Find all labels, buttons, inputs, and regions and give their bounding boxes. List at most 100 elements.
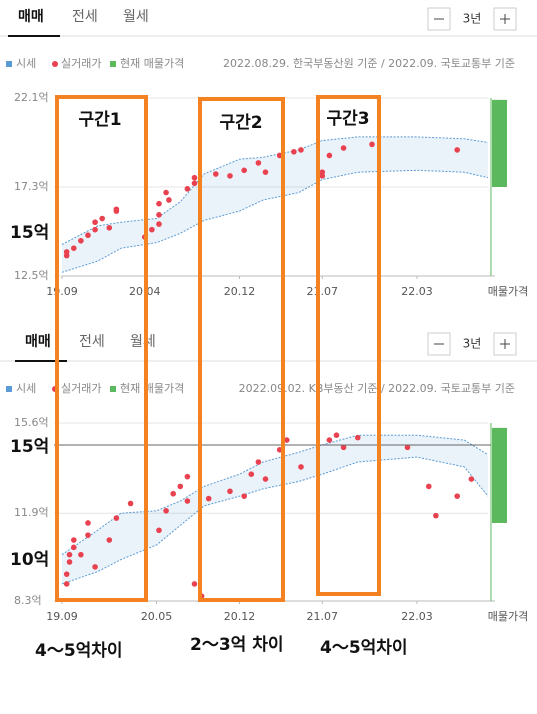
section-label: 구간2	[219, 113, 262, 133]
transaction-point	[333, 432, 340, 438]
legend-swatch	[110, 386, 116, 392]
transaction-point	[149, 226, 155, 233]
tab[interactable]: 전세	[79, 334, 105, 350]
price-band-upper	[61, 136, 489, 245]
transaction-point	[205, 495, 212, 502]
transaction-point	[177, 483, 184, 490]
y-tick-label: 8.3억	[14, 594, 42, 607]
x-tick-label: 21.07	[307, 285, 339, 298]
x-tick-label: 22.03	[401, 610, 433, 623]
transaction-point	[78, 551, 84, 558]
transaction-point	[227, 488, 233, 495]
section-box	[316, 95, 381, 596]
period: 3년	[463, 12, 482, 26]
transaction-point	[156, 212, 162, 218]
listing-range	[492, 427, 507, 523]
x-tick-label: 20.12	[224, 610, 256, 623]
transaction-point	[291, 148, 297, 155]
legend-label: 실거래가	[61, 57, 101, 70]
transaction-point	[85, 532, 91, 538]
legend-label: 현재 매물가격	[120, 57, 184, 70]
y-tick-label: 12.5억	[14, 269, 49, 282]
transaction-point	[468, 476, 475, 482]
section-label: 구간3	[326, 109, 369, 129]
legend-swatch	[110, 61, 116, 67]
transaction-point	[184, 498, 191, 504]
transaction-point	[262, 476, 269, 482]
legend-label: 현재 매물가격	[120, 382, 184, 395]
transaction-point	[227, 173, 233, 179]
legend-label: 시세	[16, 382, 36, 395]
transaction-point	[63, 571, 70, 577]
transaction-point	[163, 189, 169, 196]
transaction-point	[326, 152, 333, 159]
bottom-note: 2～3억 차이	[190, 635, 284, 655]
section-boxes	[55, 95, 381, 602]
transaction-point	[156, 221, 162, 227]
transaction-point	[170, 490, 176, 497]
tab[interactable]: 매매	[18, 9, 44, 25]
transaction-point	[113, 206, 120, 213]
x-tick-label: 19.09	[46, 610, 78, 623]
price-band-upper	[61, 434, 489, 556]
legend-label: 실거래가	[61, 382, 101, 395]
source-note: 2022.08.29. 한국부동산원 기준 / 2022.09. 국토교통부 기…	[223, 57, 515, 70]
tab[interactable]: 월세	[123, 9, 149, 25]
listing-label: 매물가격	[488, 610, 528, 623]
y-tick-label: 17.3억	[14, 180, 49, 193]
price-band-lower	[61, 169, 489, 273]
legend-label: 시세	[16, 57, 36, 70]
transaction-point	[454, 493, 460, 499]
tab[interactable]: 월세	[130, 334, 156, 350]
transaction-point	[340, 145, 347, 151]
transaction-point	[340, 444, 347, 451]
transaction-point	[283, 437, 290, 443]
transaction-point	[369, 141, 375, 148]
tab[interactable]: 매매	[25, 334, 51, 350]
transaction-point	[404, 444, 411, 451]
x-tick-label: 21.07	[307, 610, 339, 623]
transaction-point	[92, 219, 98, 226]
transaction-point	[298, 147, 304, 153]
transaction-point	[106, 537, 113, 543]
transaction-point	[70, 245, 77, 251]
transaction-point	[255, 160, 262, 166]
transaction-point	[85, 520, 91, 526]
x-tick-label: 20.05	[141, 610, 173, 623]
period: 3년	[463, 337, 482, 351]
section-box	[198, 97, 285, 602]
transaction-point	[70, 537, 77, 543]
transaction-point	[184, 473, 191, 480]
transaction-point	[433, 512, 439, 519]
transaction-point	[212, 171, 219, 177]
price-band-area	[62, 136, 488, 273]
transaction-point	[63, 581, 70, 587]
x-tick-label: 20.12	[224, 285, 256, 298]
y-tick-label: 15.6억	[14, 416, 49, 429]
transaction-point	[425, 483, 432, 490]
tab[interactable]: 전세	[72, 9, 98, 25]
listing-range	[492, 99, 507, 187]
transaction-point	[319, 169, 326, 175]
y-tick-label: 11.9억	[14, 506, 49, 519]
transaction-point	[191, 581, 198, 587]
transaction-point	[78, 237, 84, 244]
transaction-point	[326, 437, 333, 443]
section-label: 구간1	[78, 110, 121, 130]
left-label: 15억	[10, 223, 49, 243]
transaction-point	[85, 232, 91, 239]
transaction-point	[354, 434, 361, 441]
legend-swatch	[6, 61, 12, 67]
transaction-point	[63, 249, 70, 255]
transaction-point	[166, 197, 172, 203]
transaction-point	[156, 200, 162, 207]
x-tick-label: 22.03	[401, 285, 433, 298]
transaction-point	[241, 493, 247, 499]
legend-swatch	[6, 386, 12, 392]
transaction-point	[70, 544, 77, 551]
left-label: 15억	[10, 437, 49, 457]
source-note: 2022.09.02. KB부동산 기준 / 2022.09. 국토교통부 기준	[239, 382, 515, 395]
bottom-note: 4～5억차이	[320, 638, 408, 658]
listing-label: 매물가격	[488, 285, 528, 298]
